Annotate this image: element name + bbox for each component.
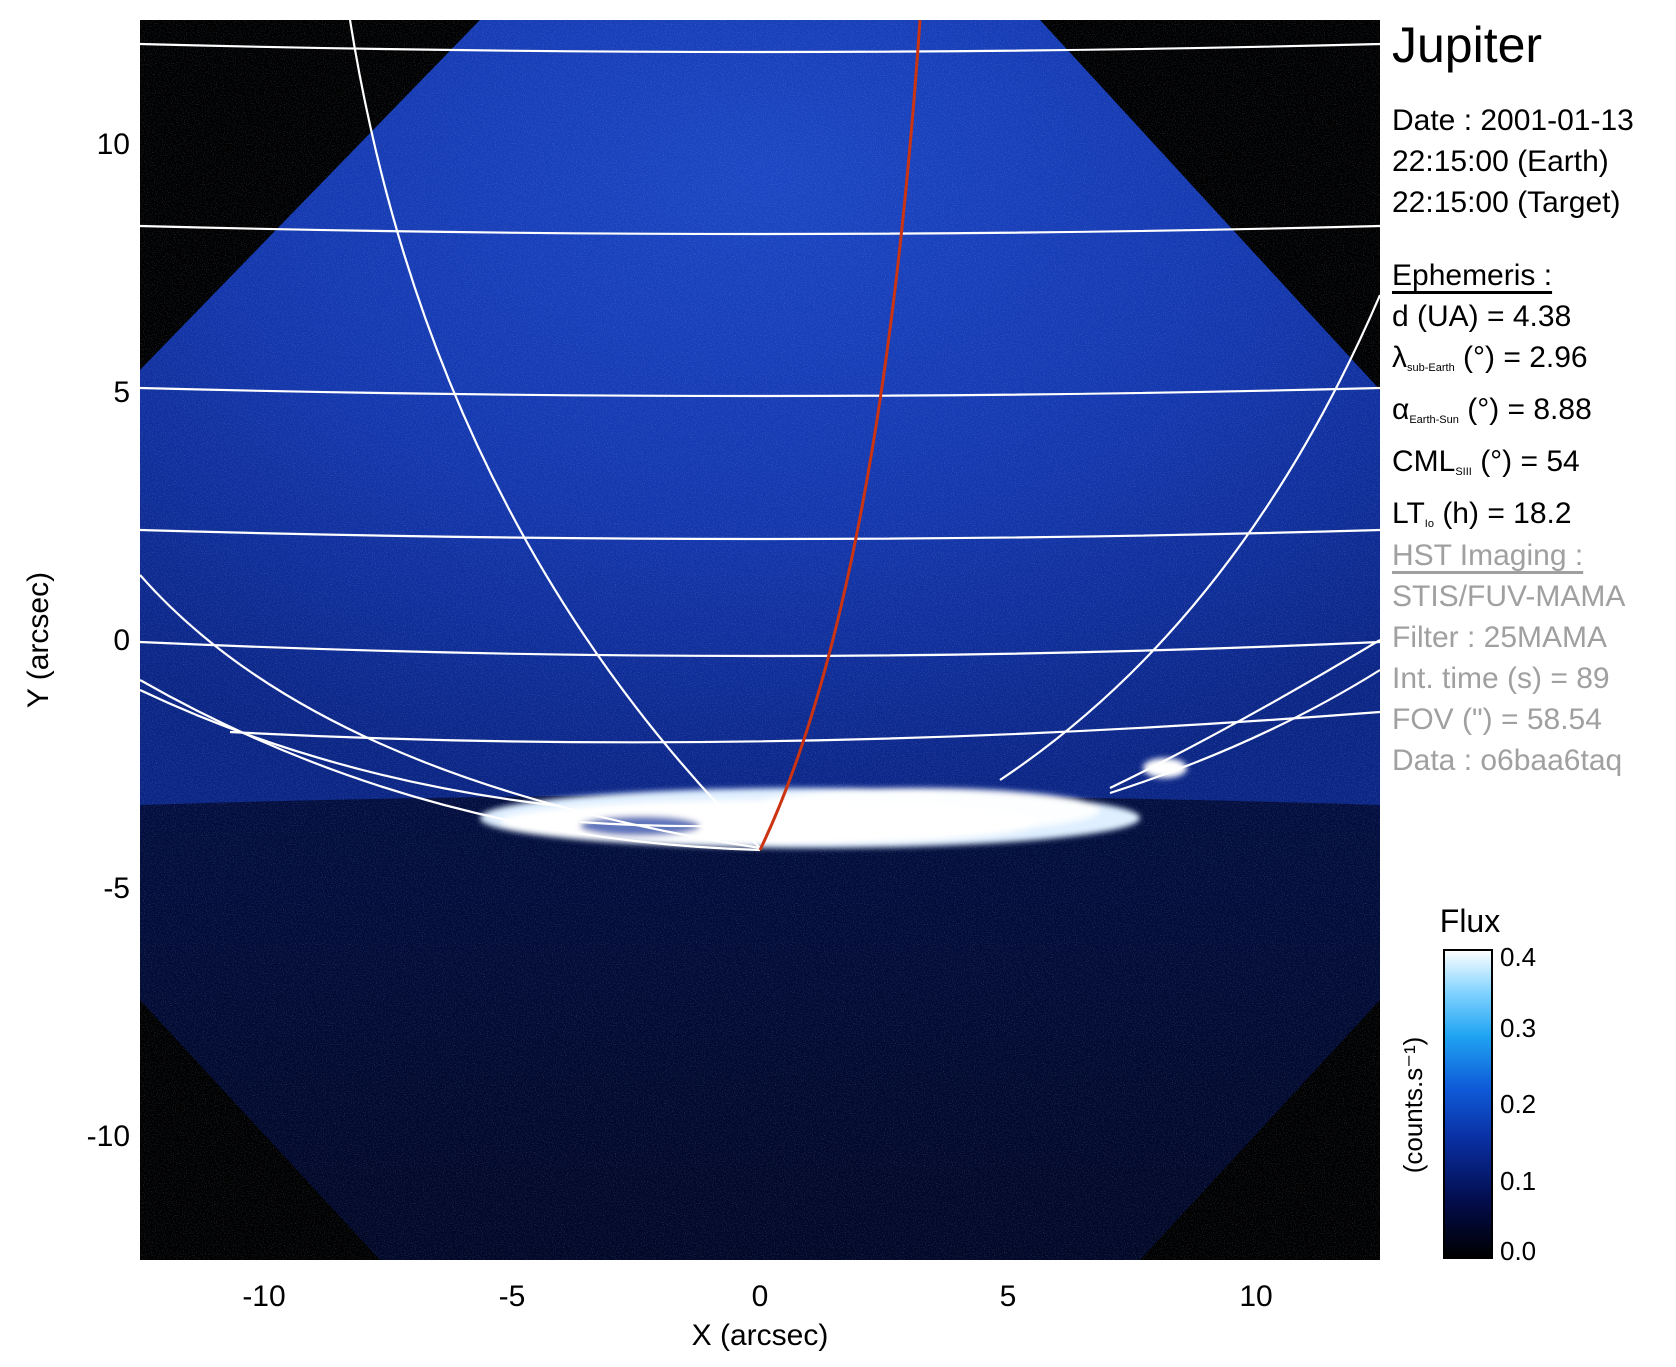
latlon-grid <box>140 20 1380 852</box>
hst-line: Data : o6baa6taq <box>1392 744 1623 777</box>
hst-line: FOV (") = 58.54 <box>1392 703 1602 736</box>
colorbar-tick: 0.2 <box>1500 1089 1536 1119</box>
y-axis-label: Y (arcsec) <box>22 572 55 708</box>
colorbar-unit-label: (counts.s⁻¹) <box>1398 1037 1428 1174</box>
ephemeris-row: CMLSIII (°) = 54 <box>1392 445 1580 478</box>
ephemeris-row: d (UA) = 4.38 <box>1392 300 1572 333</box>
colorbar-tick: 0.0 <box>1500 1236 1536 1266</box>
y-tick-label: -5 <box>103 872 130 905</box>
x-axis-label: X (arcsec) <box>692 1319 829 1352</box>
hst-line: Int. time (s) = 89 <box>1392 662 1610 695</box>
target-name: Jupiter <box>1392 17 1543 73</box>
y-axis: 10 5 0 -5 -10 Y (arcsec) <box>22 128 130 1153</box>
colorbar-tick: 0.1 <box>1500 1166 1536 1196</box>
y-tick-label: 5 <box>113 376 130 409</box>
hst-line: STIS/FUV-MAMA <box>1392 580 1626 613</box>
colorbar: Flux 0.4 0.3 0.2 0.1 0.0 (counts.s⁻¹) <box>1398 903 1536 1266</box>
ephemeris-heading: Ephemeris : <box>1392 259 1553 292</box>
y-tick-label: 10 <box>97 128 130 161</box>
x-tick-label: 5 <box>1000 1280 1017 1313</box>
ephemeris-block: Ephemeris : d (UA) = 4.38 λsub-Earth (°)… <box>1392 255 1592 545</box>
x-tick-label: -10 <box>242 1280 285 1313</box>
x-tick-label: 10 <box>1239 1280 1272 1313</box>
ephemeris-row: LTIo (h) = 18.2 <box>1392 497 1572 530</box>
hst-heading: HST Imaging : <box>1392 539 1584 572</box>
hst-block: HST Imaging : STIS/FUV-MAMA Filter : 25M… <box>1392 535 1625 781</box>
y-tick-label: -10 <box>87 1120 130 1153</box>
ephemeris-row: λsub-Earth (°) = 2.96 <box>1392 341 1588 374</box>
earth-time: 22:15:00 (Earth) <box>1392 145 1609 178</box>
x-tick-label: 0 <box>752 1280 769 1313</box>
x-tick-label: -5 <box>499 1280 526 1313</box>
y-tick-label: 0 <box>113 624 130 657</box>
x-axis: -10 -5 0 5 10 X (arcsec) <box>242 1280 1272 1352</box>
date-line: Date : 2001-01-13 <box>1392 104 1634 137</box>
colorbar-gradient <box>1443 949 1493 1259</box>
colorbar-tick: 0.3 <box>1500 1013 1536 1043</box>
colorbar-title: Flux <box>1440 903 1500 939</box>
hst-line: Filter : 25MAMA <box>1392 621 1608 654</box>
target-time: 22:15:00 (Target) <box>1392 186 1621 219</box>
ephemeris-row: αEarth-Sun (°) = 8.88 <box>1392 393 1592 426</box>
image-panel <box>140 20 1380 1260</box>
date-block: Date : 2001-01-13 22:15:00 (Earth) 22:15… <box>1392 100 1634 223</box>
colorbar-tick: 0.4 <box>1500 942 1536 972</box>
io-footprint-track <box>758 20 922 851</box>
